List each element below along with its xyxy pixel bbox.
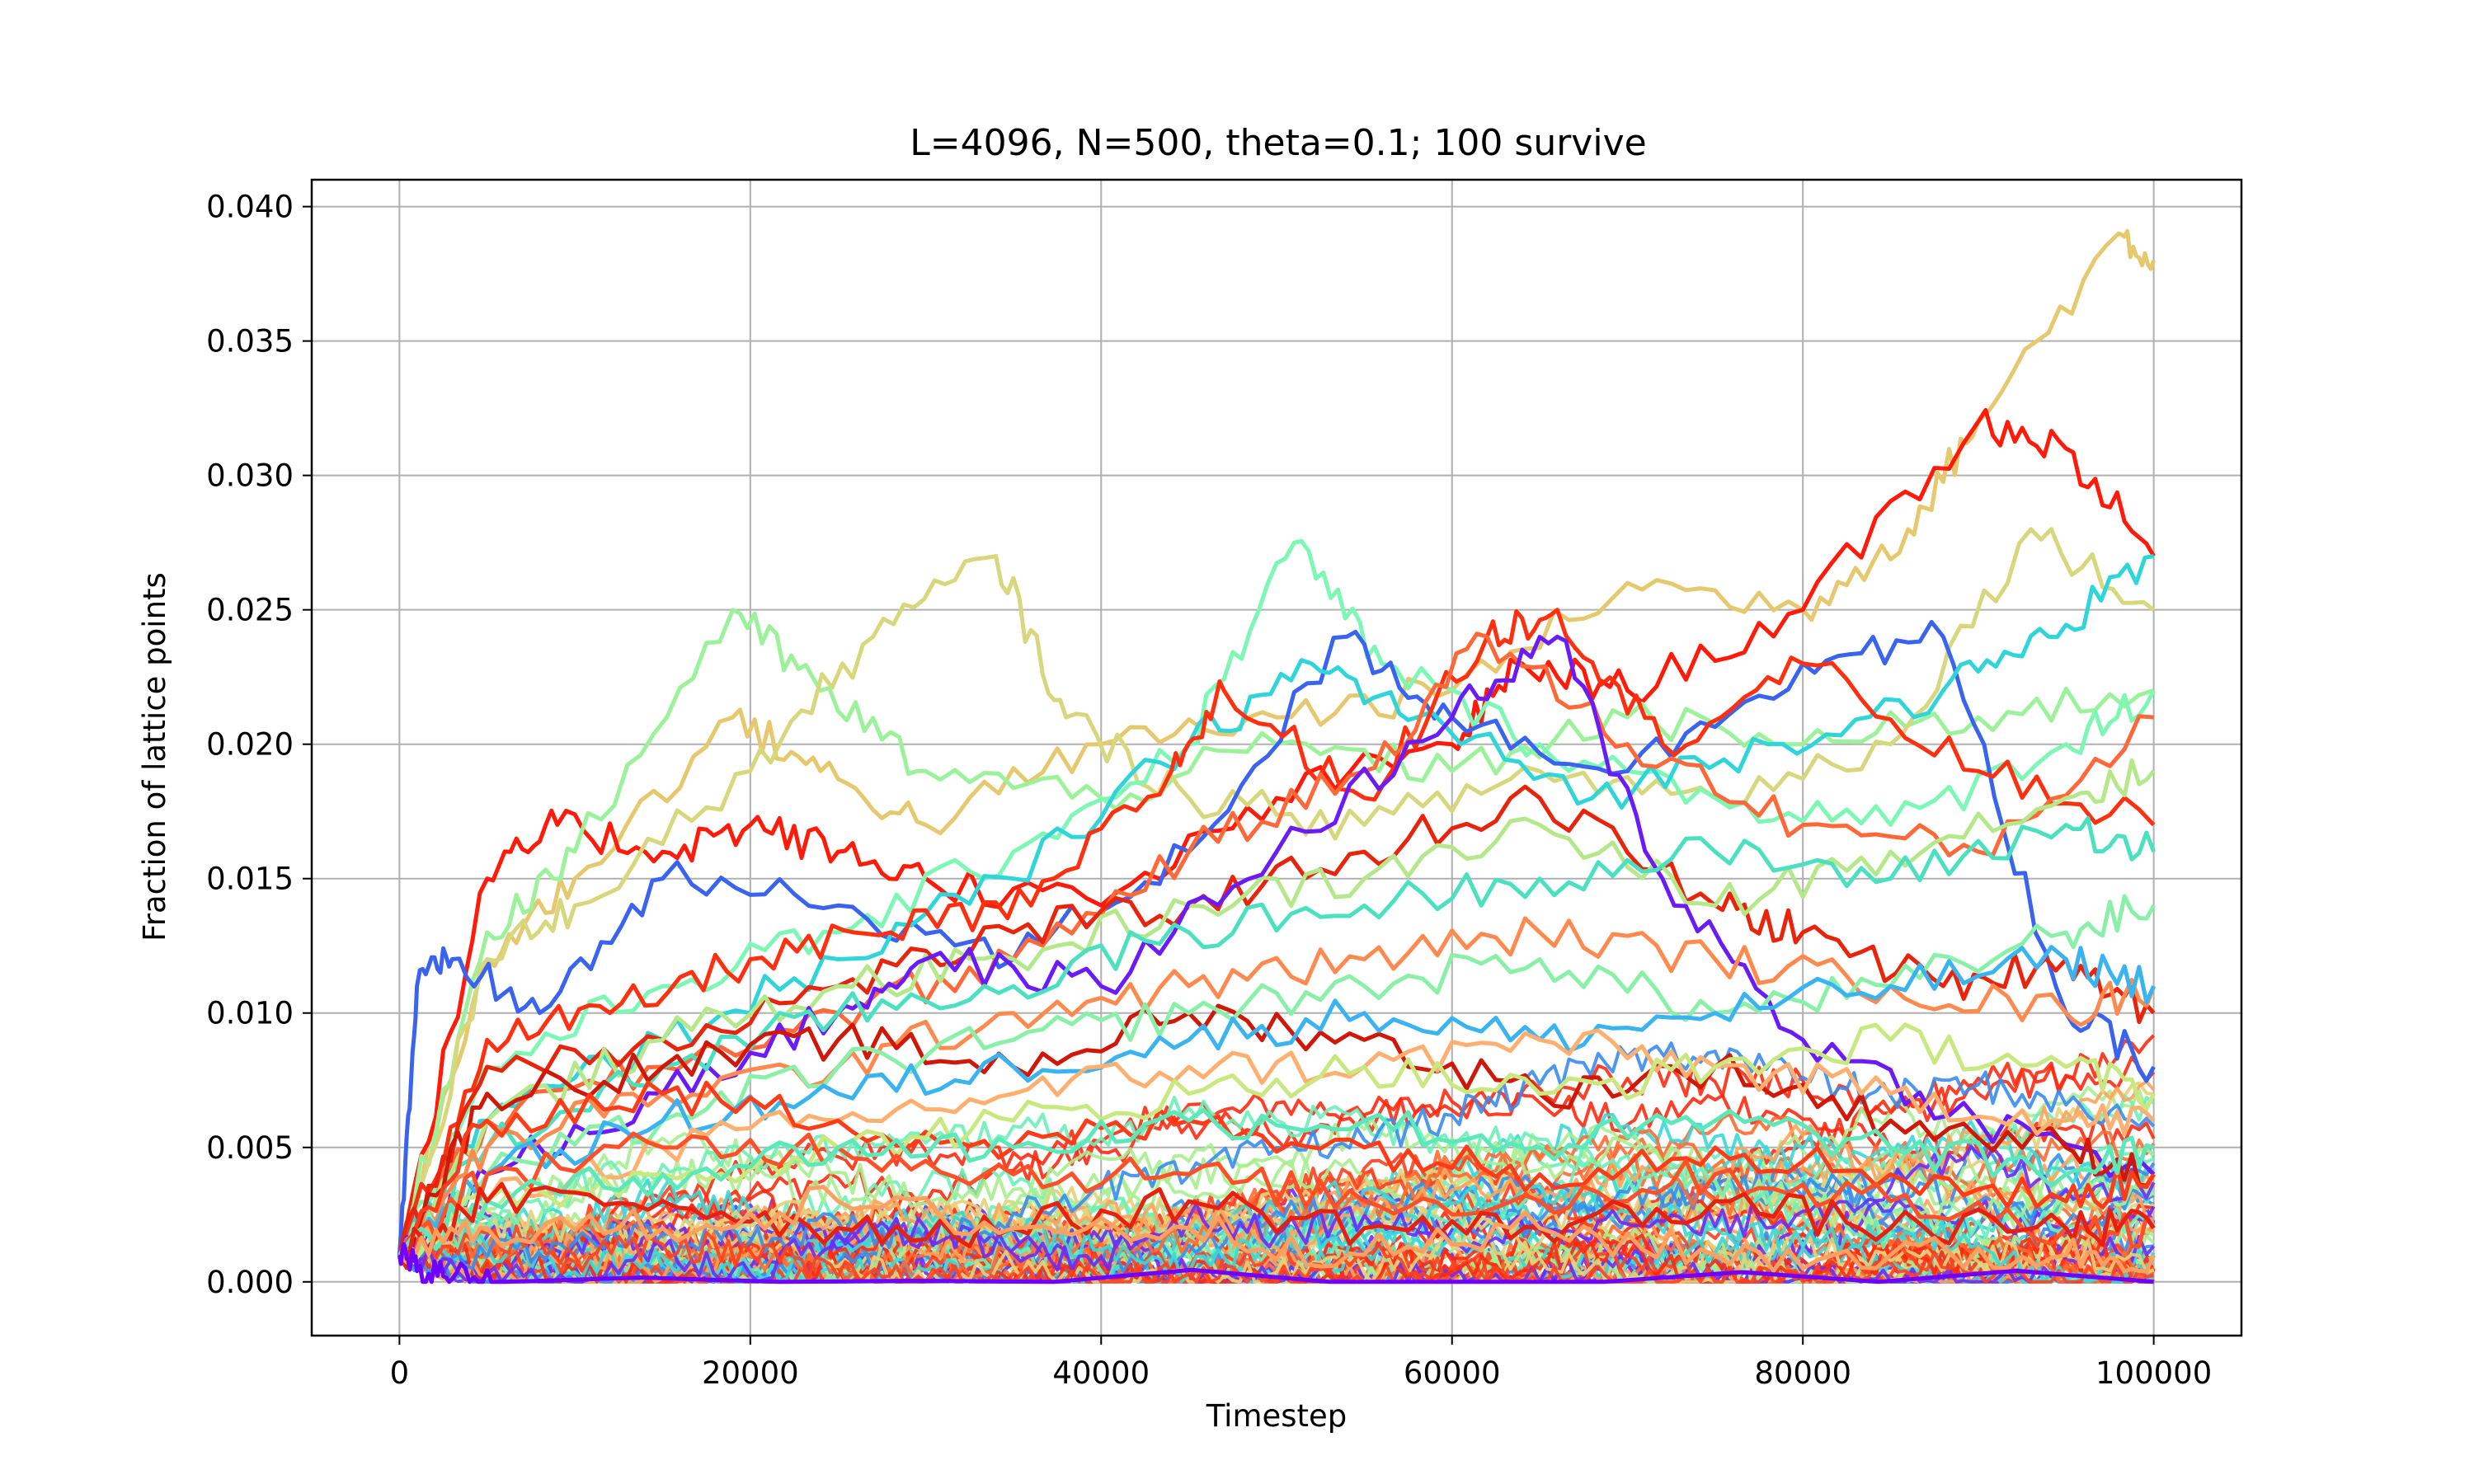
y-axis-label: Fraction of lattice points: [137, 572, 172, 942]
y-tick-label: 0.000: [206, 1265, 294, 1300]
background-trace-line: [397, 1209, 2155, 1284]
x-axis-ticks: 0 20000 40000 60000 80000 100000: [390, 1336, 2212, 1391]
series-line: [398, 815, 2156, 1257]
y-tick-label: 0.035: [206, 324, 294, 359]
y-tick-label: 0.015: [206, 862, 294, 897]
series-line: [397, 1107, 2155, 1256]
series-line: [397, 228, 2156, 1256]
y-tick-label: 0.010: [206, 996, 294, 1031]
series-line: [397, 758, 2156, 1264]
x-tick-label: 100000: [2095, 1355, 2212, 1391]
y-tick-label: 0.005: [206, 1130, 294, 1166]
background-trace-line: [397, 1041, 2156, 1270]
series-line: [397, 1242, 2154, 1284]
chart-title: L=4096, N=500, theta=0.1; 100 survive: [910, 122, 1646, 164]
plot-frame: [310, 178, 2243, 1337]
y-axis-ticks: 0.000 0.005 0.010 0.015 0.020 0.025 0.030 0.035…: [206, 190, 312, 1300]
series-line: [397, 632, 2154, 1256]
series-line: [397, 916, 2156, 1256]
series-line: [397, 1080, 2156, 1256]
series-line: [398, 894, 2156, 1257]
background-trace-line: [397, 1080, 2156, 1284]
series-line: [398, 538, 2156, 1260]
x-tick-label: 0: [390, 1355, 410, 1391]
background-trace-line: [397, 1088, 2156, 1273]
series-line: [397, 945, 2156, 1257]
series-line: [397, 608, 2156, 1256]
series-line: [397, 1185, 2156, 1274]
x-tick-label: 60000: [1404, 1355, 1501, 1391]
x-tick-label: 20000: [702, 1355, 799, 1391]
series-group: [397, 228, 2156, 1284]
y-tick-label: 0.025: [206, 593, 294, 628]
series-line: [397, 407, 2156, 1256]
y-tick-label: 0.040: [206, 190, 294, 225]
series-line: [397, 1003, 2156, 1257]
series-line: [398, 1022, 2156, 1264]
series-line: [397, 527, 2156, 1256]
series-line: [397, 1181, 2156, 1270]
x-tick-label: 40000: [1052, 1355, 1150, 1391]
x-tick-label: 80000: [1754, 1355, 1851, 1391]
series-line: [397, 1131, 2156, 1260]
y-tick-label: 0.030: [206, 458, 294, 494]
x-axis-label: Timestep: [1206, 1398, 1348, 1434]
y-tick-label: 0.020: [206, 727, 294, 763]
